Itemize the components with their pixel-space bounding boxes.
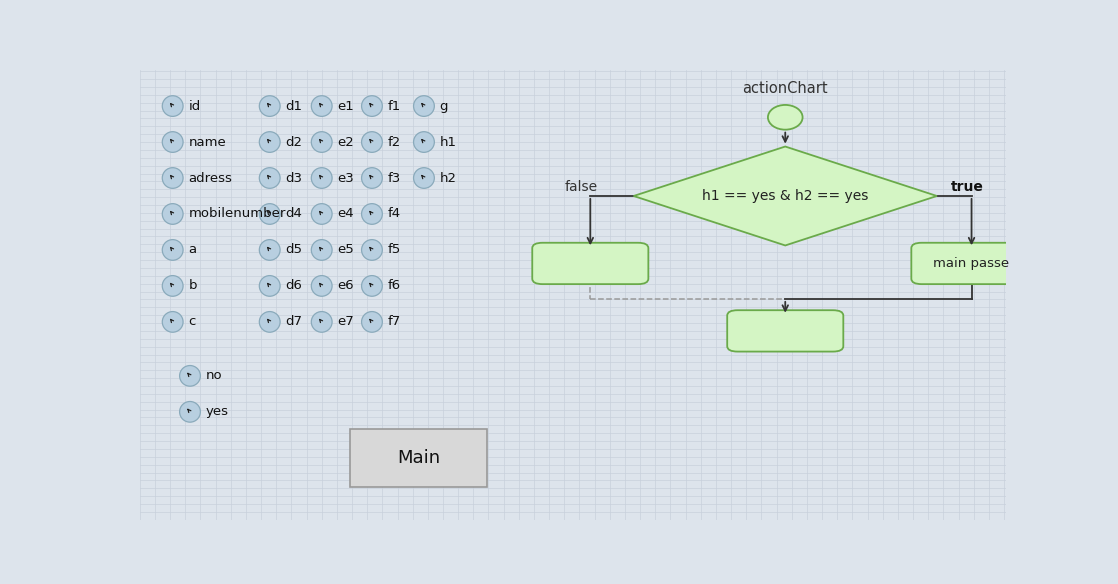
Text: d6: d6 xyxy=(285,279,302,293)
Ellipse shape xyxy=(414,168,434,188)
Ellipse shape xyxy=(361,239,382,260)
Text: b: b xyxy=(188,279,197,293)
Text: d2: d2 xyxy=(285,135,302,148)
Ellipse shape xyxy=(361,204,382,224)
Text: f2: f2 xyxy=(388,135,401,148)
Ellipse shape xyxy=(311,168,332,188)
Text: actionChart: actionChart xyxy=(742,81,828,96)
Ellipse shape xyxy=(361,168,382,188)
Ellipse shape xyxy=(162,204,183,224)
Text: id: id xyxy=(188,99,200,113)
Ellipse shape xyxy=(311,239,332,260)
Ellipse shape xyxy=(311,132,332,152)
Ellipse shape xyxy=(259,96,281,116)
FancyBboxPatch shape xyxy=(532,243,648,284)
Text: false: false xyxy=(565,180,598,194)
Ellipse shape xyxy=(414,96,434,116)
Text: c: c xyxy=(188,315,196,328)
Text: h1 == yes & h2 == yes: h1 == yes & h2 == yes xyxy=(702,189,869,203)
Ellipse shape xyxy=(259,204,281,224)
Text: f1: f1 xyxy=(388,99,401,113)
Ellipse shape xyxy=(361,132,382,152)
Polygon shape xyxy=(634,147,937,245)
Text: g: g xyxy=(439,99,448,113)
Ellipse shape xyxy=(259,132,281,152)
Text: e3: e3 xyxy=(338,172,354,185)
Text: yes: yes xyxy=(206,405,228,418)
Text: adress: adress xyxy=(188,172,233,185)
Text: e5: e5 xyxy=(338,244,354,256)
Text: f4: f4 xyxy=(388,207,400,221)
Ellipse shape xyxy=(162,312,183,332)
Text: e2: e2 xyxy=(338,135,354,148)
Ellipse shape xyxy=(311,96,332,116)
Ellipse shape xyxy=(311,204,332,224)
Ellipse shape xyxy=(162,239,183,260)
Ellipse shape xyxy=(361,96,382,116)
Text: main passe: main passe xyxy=(934,257,1010,270)
Ellipse shape xyxy=(162,96,183,116)
Ellipse shape xyxy=(361,276,382,296)
Text: d5: d5 xyxy=(285,244,302,256)
Text: d4: d4 xyxy=(285,207,302,221)
Text: f5: f5 xyxy=(388,244,401,256)
Text: e1: e1 xyxy=(338,99,354,113)
Ellipse shape xyxy=(311,312,332,332)
Ellipse shape xyxy=(768,105,803,130)
Ellipse shape xyxy=(259,239,281,260)
Text: name: name xyxy=(188,135,226,148)
Text: true: true xyxy=(950,180,984,194)
Ellipse shape xyxy=(180,402,200,422)
Ellipse shape xyxy=(180,366,200,386)
Text: d3: d3 xyxy=(285,172,302,185)
Ellipse shape xyxy=(259,168,281,188)
FancyBboxPatch shape xyxy=(911,243,1032,284)
FancyBboxPatch shape xyxy=(727,310,843,352)
Text: d1: d1 xyxy=(285,99,302,113)
Text: f6: f6 xyxy=(388,279,400,293)
Text: d7: d7 xyxy=(285,315,302,328)
Ellipse shape xyxy=(259,312,281,332)
Text: f7: f7 xyxy=(388,315,401,328)
Ellipse shape xyxy=(162,276,183,296)
Text: mobilenumber: mobilenumber xyxy=(188,207,285,221)
Text: Main: Main xyxy=(397,449,440,467)
Text: h1: h1 xyxy=(439,135,456,148)
Ellipse shape xyxy=(311,276,332,296)
Text: e7: e7 xyxy=(338,315,354,328)
Text: h2: h2 xyxy=(439,172,456,185)
Ellipse shape xyxy=(259,276,281,296)
Text: a: a xyxy=(188,244,197,256)
Text: no: no xyxy=(206,369,222,383)
Text: e6: e6 xyxy=(338,279,354,293)
FancyBboxPatch shape xyxy=(350,429,487,487)
Text: e4: e4 xyxy=(338,207,354,221)
Ellipse shape xyxy=(414,132,434,152)
Text: f3: f3 xyxy=(388,172,401,185)
Ellipse shape xyxy=(361,312,382,332)
Ellipse shape xyxy=(162,132,183,152)
Ellipse shape xyxy=(162,168,183,188)
